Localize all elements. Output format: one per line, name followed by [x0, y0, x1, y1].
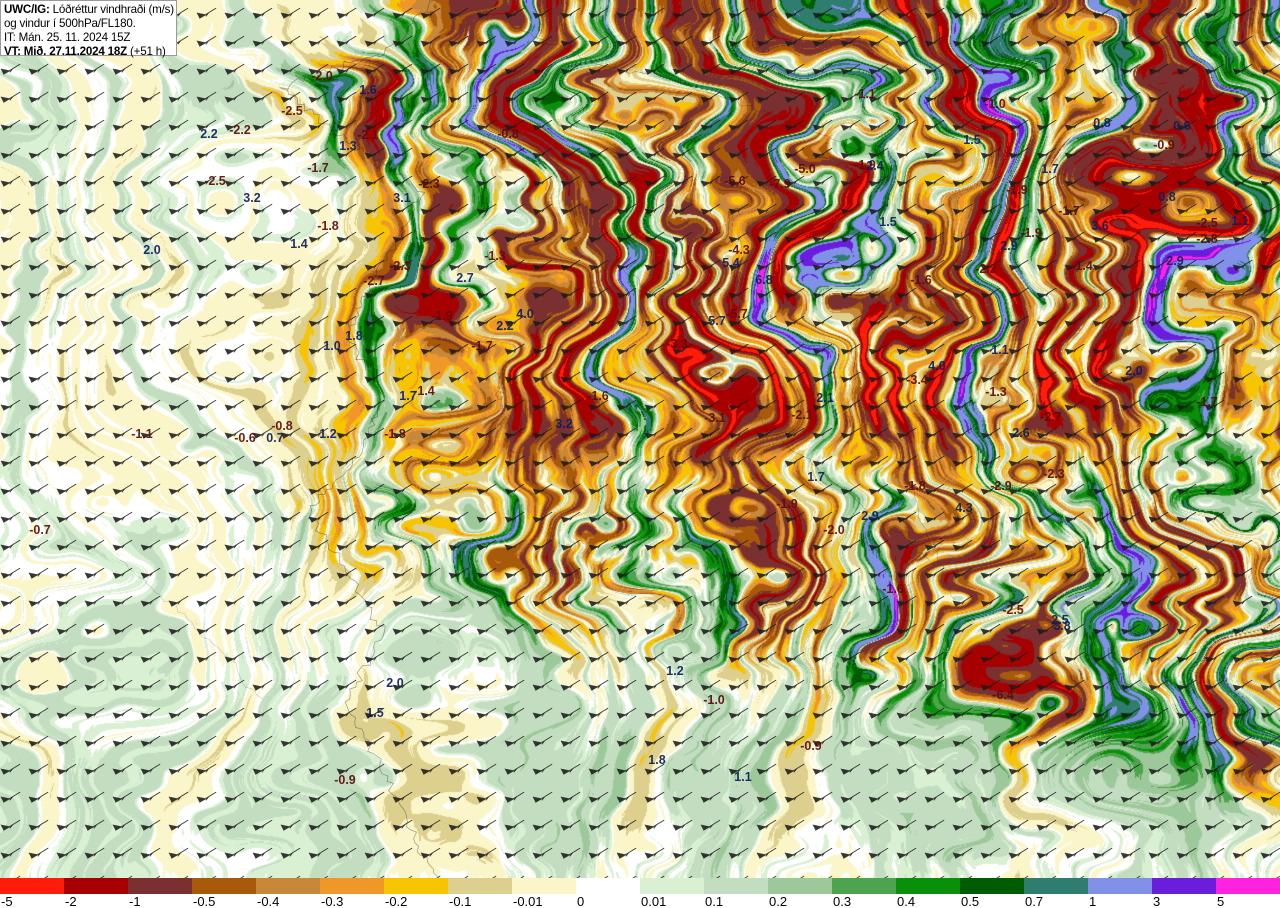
svg-text:-1.9: -1.9	[431, 309, 453, 323]
svg-text:1.5: 1.5	[963, 133, 980, 147]
svg-text:1.3: 1.3	[339, 139, 356, 153]
svg-text:-1.7: -1.7	[1196, 395, 1218, 409]
svg-text:-0.8: -0.8	[271, 419, 293, 433]
svg-text:-2.5: -2.5	[281, 104, 303, 118]
svg-text:1.7: 1.7	[399, 389, 416, 403]
svg-text:-1.7: -1.7	[307, 161, 329, 175]
svg-text:-0.9: -0.9	[334, 773, 356, 787]
svg-text:-1.8: -1.8	[384, 427, 406, 441]
svg-text:1.0: 1.0	[323, 339, 340, 353]
svg-text:2.7: 2.7	[456, 271, 473, 285]
svg-text:2.4: 2.4	[866, 159, 883, 173]
svg-text:-3.1: -3.1	[704, 411, 726, 425]
svg-text:2.2: 2.2	[200, 127, 217, 141]
svg-text:-5.0: -5.0	[794, 162, 816, 176]
svg-text:1.8: 1.8	[648, 753, 665, 767]
svg-text:1.2: 1.2	[666, 664, 683, 678]
svg-text:1.8: 1.8	[345, 329, 362, 343]
svg-text:-1.6: -1.6	[587, 389, 609, 403]
svg-text:-2.3: -2.3	[389, 259, 411, 273]
svg-text:-2.7: -2.7	[363, 274, 385, 288]
svg-text:-1.8: -1.8	[317, 219, 339, 233]
svg-text:-2.1: -2.1	[791, 408, 813, 422]
svg-text:-2.5: -2.5	[1002, 603, 1024, 617]
svg-text:-1.0: -1.0	[984, 97, 1006, 111]
svg-text:1.2: 1.2	[319, 427, 336, 441]
svg-text:3.2: 3.2	[243, 191, 260, 205]
svg-text:1.1: 1.1	[1231, 214, 1248, 228]
svg-text:4.0: 4.0	[516, 307, 533, 321]
svg-text:-1.9: -1.9	[1006, 183, 1028, 197]
svg-text:-2.8: -2.8	[1196, 232, 1218, 246]
svg-text:-2.2: -2.2	[975, 262, 997, 276]
svg-text:-2.2: -2.2	[229, 123, 251, 137]
svg-text:-1.7: -1.7	[1058, 204, 1080, 218]
svg-text:-2.0: -2.0	[823, 523, 845, 537]
svg-text:-2.7: -2.7	[1040, 410, 1062, 424]
svg-text:5.7: 5.7	[708, 314, 725, 328]
svg-text:2.9: 2.9	[1166, 254, 1183, 268]
svg-text:4.0: 4.0	[928, 359, 945, 373]
svg-text:-1.4: -1.4	[1071, 259, 1093, 273]
svg-text:1.5: 1.5	[366, 706, 383, 720]
svg-text:1.1: 1.1	[991, 343, 1008, 357]
svg-text:1.5: 1.5	[879, 215, 896, 229]
svg-text:0.6: 0.6	[1173, 119, 1190, 133]
svg-text:-2.1: -2.1	[357, 128, 379, 142]
svg-text:-1.0: -1.0	[703, 693, 725, 707]
svg-text:0.8: 0.8	[1158, 190, 1175, 204]
svg-text:-0.9: -0.9	[800, 739, 822, 753]
svg-text:-0.7: -0.7	[29, 523, 51, 537]
svg-text:-4.3: -4.3	[728, 243, 750, 257]
svg-text:-1.3: -1.3	[985, 385, 1007, 399]
svg-text:1.7: 1.7	[1041, 162, 1058, 176]
svg-text:-2.5: -2.5	[1196, 216, 1218, 230]
svg-text:4.3: 4.3	[955, 501, 972, 515]
svg-text:6.8: 6.8	[755, 273, 772, 287]
svg-text:-7.9: -7.9	[769, 177, 791, 191]
svg-text:-0.6: -0.6	[234, 431, 256, 445]
svg-text:3.6: 3.6	[1091, 219, 1108, 233]
svg-text:1.6: 1.6	[359, 83, 376, 97]
svg-text:-2.0: -2.0	[311, 69, 333, 83]
svg-text:2.0: 2.0	[386, 676, 403, 690]
svg-text:-5.7: -5.7	[726, 307, 748, 321]
svg-text:-0.9: -0.9	[1153, 138, 1175, 152]
svg-text:-1.6: -1.6	[910, 273, 932, 287]
svg-text:1.4: 1.4	[290, 237, 307, 251]
svg-text:-2.5: -2.5	[204, 174, 226, 188]
svg-text:-1.3: -1.3	[484, 249, 506, 263]
svg-text:2.9: 2.9	[861, 509, 878, 523]
svg-text:3.8: 3.8	[1053, 619, 1070, 633]
svg-text:2.6: 2.6	[1012, 426, 1029, 440]
svg-text:-3.3: -3.3	[666, 337, 688, 351]
svg-text:-1.9: -1.9	[776, 497, 798, 511]
svg-text:0.8: 0.8	[1093, 116, 1110, 130]
svg-text:0.7: 0.7	[266, 431, 283, 445]
svg-text:1.7: 1.7	[807, 470, 824, 484]
svg-text:-1.7: -1.7	[471, 339, 493, 353]
svg-text:2.0: 2.0	[1125, 364, 1142, 378]
svg-text:3.2: 3.2	[555, 417, 572, 431]
svg-text:-1.8: -1.8	[904, 479, 926, 493]
svg-text:-6.4: -6.4	[992, 688, 1014, 702]
svg-text:2.2: 2.2	[496, 319, 513, 333]
svg-text:3.1: 3.1	[393, 191, 410, 205]
svg-text:1.1: 1.1	[734, 770, 751, 784]
svg-text:-1.1: -1.1	[854, 87, 876, 101]
svg-text:-2.3: -2.3	[418, 177, 440, 191]
svg-text:-1.6: -1.6	[882, 582, 904, 596]
svg-text:5.4: 5.4	[722, 256, 739, 270]
svg-text:2.1: 2.1	[816, 391, 833, 405]
svg-text:-2.3: -2.3	[1043, 467, 1065, 481]
svg-text:-1.9: -1.9	[1020, 226, 1042, 240]
svg-text:-2.9: -2.9	[990, 479, 1012, 493]
svg-text:-1.1: -1.1	[131, 427, 153, 441]
svg-text:-5.6: -5.6	[724, 174, 746, 188]
svg-text:2.0: 2.0	[143, 243, 160, 257]
svg-text:-0.8: -0.8	[497, 127, 519, 141]
svg-text:2.9: 2.9	[1000, 239, 1017, 253]
svg-text:-3.4: -3.4	[906, 373, 928, 387]
